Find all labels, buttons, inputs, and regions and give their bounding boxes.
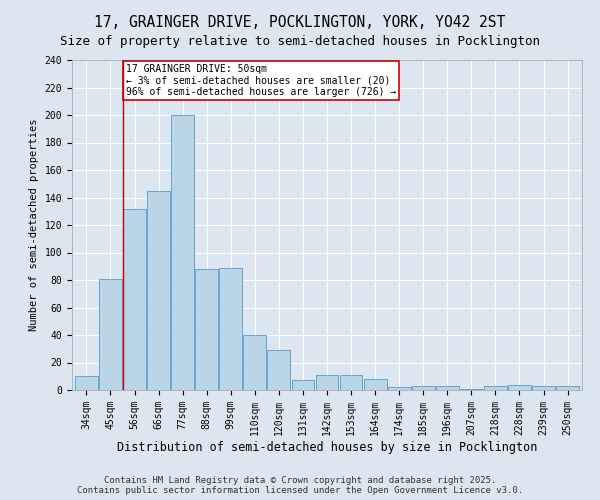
Bar: [508, 384, 531, 390]
Bar: [147, 190, 170, 390]
Bar: [123, 208, 146, 390]
Text: Contains HM Land Registry data © Crown copyright and database right 2025.
Contai: Contains HM Land Registry data © Crown c…: [77, 476, 523, 495]
Bar: [484, 386, 507, 390]
Text: 17, GRAINGER DRIVE, POCKLINGTON, YORK, YO42 2ST: 17, GRAINGER DRIVE, POCKLINGTON, YORK, Y…: [94, 15, 506, 30]
Text: 17 GRAINGER DRIVE: 50sqm
← 3% of semi-detached houses are smaller (20)
96% of se: 17 GRAINGER DRIVE: 50sqm ← 3% of semi-de…: [126, 64, 397, 98]
Bar: [412, 386, 434, 390]
Bar: [556, 386, 579, 390]
Bar: [532, 386, 555, 390]
Bar: [460, 388, 483, 390]
Bar: [340, 375, 362, 390]
Bar: [99, 278, 122, 390]
Text: Size of property relative to semi-detached houses in Pocklington: Size of property relative to semi-detach…: [60, 35, 540, 48]
Bar: [316, 375, 338, 390]
Y-axis label: Number of semi-detached properties: Number of semi-detached properties: [29, 118, 39, 331]
Bar: [364, 379, 386, 390]
Bar: [268, 350, 290, 390]
Bar: [171, 115, 194, 390]
Bar: [292, 380, 314, 390]
Bar: [195, 269, 218, 390]
Bar: [244, 335, 266, 390]
Bar: [436, 386, 459, 390]
Bar: [388, 387, 410, 390]
Bar: [220, 268, 242, 390]
Bar: [75, 376, 98, 390]
X-axis label: Distribution of semi-detached houses by size in Pocklington: Distribution of semi-detached houses by …: [117, 440, 537, 454]
